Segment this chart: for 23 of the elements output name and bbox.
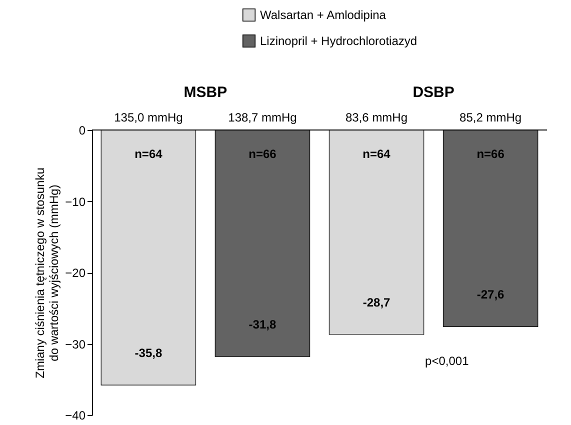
x-tick-label: 138,7 mmHg [228,110,297,124]
data-label: -27,6 [476,288,505,302]
y-tick-label: −40 [65,408,86,422]
y-tick-label: 0 [78,124,86,138]
legend-label: Lizinopril + Hydrochlorotiazyd [260,34,418,48]
data-label: -28,7 [362,295,391,310]
data-label: -31,8 [248,318,276,332]
x-tick-label: 85,2 mmHg [460,110,522,124]
annotation: p<0,001 [425,354,470,368]
y-tick-label: −20 [65,266,86,280]
annotation: n=66 [248,147,277,161]
text: MSBP [184,84,228,101]
annotation: n=64 [362,147,391,161]
x-tick-label: 135,0 mmHg [114,110,183,124]
y-tick-label: −30 [65,337,86,352]
data-label: -35,8 [134,346,162,360]
y-axis-title: Zmiany ciśnienia tętniczego w stosunku do wartości wyjściowych (mmHg) [33,168,62,378]
y-tick-label: −10 [65,194,86,209]
annotation: n=64 [134,147,163,161]
x-tick-label: 83,6 mmHg [346,110,408,124]
legend-label: Walsartan + Amlodipina [260,8,386,22]
text: DSBP [412,84,454,101]
annotation: n=66 [476,147,505,161]
